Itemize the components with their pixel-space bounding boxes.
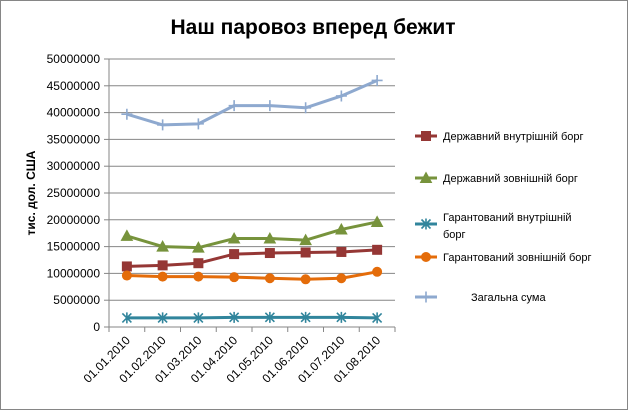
series-1-point <box>121 261 132 272</box>
legend-entry-3-label: борг <box>443 229 466 241</box>
series-2-point <box>120 229 134 241</box>
y-tick-label: 10000000 <box>47 266 101 280</box>
series-5-point <box>300 102 312 114</box>
gridlines <box>109 58 395 301</box>
series-3-point <box>157 312 168 324</box>
y-tick-label: 45000000 <box>47 79 101 93</box>
series-5-line <box>126 79 378 127</box>
series-2-point <box>156 240 169 252</box>
series-4-line <box>126 270 378 281</box>
series-1-point <box>300 247 311 258</box>
series-2-point <box>227 232 241 244</box>
legend-entry-4-label: Гарантований зовнішній борг <box>443 252 592 264</box>
series-3-point <box>193 312 204 324</box>
y-tick-label: 30000000 <box>47 159 101 173</box>
series-3-line <box>126 315 378 320</box>
series-5-point <box>121 108 133 120</box>
y-tick-label: 40000000 <box>47 106 101 120</box>
y-tick-label: 20000000 <box>47 213 101 227</box>
y-axis-label: тис. дол. США <box>24 150 38 235</box>
legend-entry-3-marker <box>420 218 432 230</box>
series-2-point <box>370 215 384 227</box>
legend-entry-2-label: Державний зовнішній борг <box>443 173 578 185</box>
legend-entry-3-label: Гарантований внутрішній <box>443 212 572 224</box>
series-5-point <box>371 74 383 86</box>
series-2-line <box>126 220 378 250</box>
series-4-point <box>121 270 132 281</box>
series-5-point <box>228 100 240 112</box>
series-3-point <box>372 312 383 324</box>
series-5-point <box>192 118 204 130</box>
legend-entry-5-label: Загальна сума <box>471 292 546 304</box>
legend-entry-2-marker <box>419 171 433 183</box>
series-4-point <box>157 271 168 282</box>
series-2-point <box>335 222 348 235</box>
series-4-point <box>300 274 311 285</box>
series-5-point <box>335 90 347 102</box>
series-1-point <box>229 249 240 260</box>
legend-entry-4-marker <box>421 252 431 262</box>
series-4-point <box>336 273 347 284</box>
legend-entry-1-label: Державний внутрішній борг <box>443 131 584 143</box>
axes <box>104 58 396 332</box>
series-1-point <box>157 260 168 271</box>
series-1-line <box>126 248 378 268</box>
series-4-point <box>229 272 240 283</box>
series-4-point <box>264 273 275 284</box>
series-5-point <box>264 100 276 112</box>
series-5-point <box>157 119 169 131</box>
legend-entry-5-marker <box>420 291 432 303</box>
series-3-point <box>300 311 311 323</box>
y-tick-label: 15000000 <box>47 240 101 254</box>
series-lines <box>126 79 378 320</box>
y-tick-label: 50000000 <box>47 52 101 66</box>
y-tick-label: 25000000 <box>47 186 101 200</box>
series-2-point <box>263 232 277 244</box>
series-1-point <box>264 248 275 259</box>
y-tick-label: 35000000 <box>47 132 101 146</box>
series-3-point <box>336 311 347 323</box>
y-tick-label: 0 <box>93 320 100 334</box>
legend: Державний внутрішній борг Державний зовні… <box>415 131 592 304</box>
series-1-point <box>336 246 347 257</box>
chart-title: Наш паровоз вперед бежит <box>170 16 455 39</box>
y-tick-labels: 0 5000000 10000000 15000000 20000000 25000000… <box>47 52 101 334</box>
x-tick-labels: 01.01.201001.02.201001.03.201001.04.2010… <box>81 333 384 386</box>
y-tick-label: 5000000 <box>53 293 100 307</box>
series-markers <box>120 74 384 324</box>
series-1-point <box>193 258 204 269</box>
series-3-point <box>121 312 132 324</box>
series-3-point <box>229 311 240 323</box>
series-1-point <box>372 244 383 255</box>
legend-entry-1-marker <box>421 131 431 141</box>
series-2-point <box>299 233 312 246</box>
series-4-point <box>193 271 204 282</box>
series-3-point <box>264 311 275 323</box>
series-2-point <box>192 241 205 253</box>
series-4-point <box>372 266 383 277</box>
